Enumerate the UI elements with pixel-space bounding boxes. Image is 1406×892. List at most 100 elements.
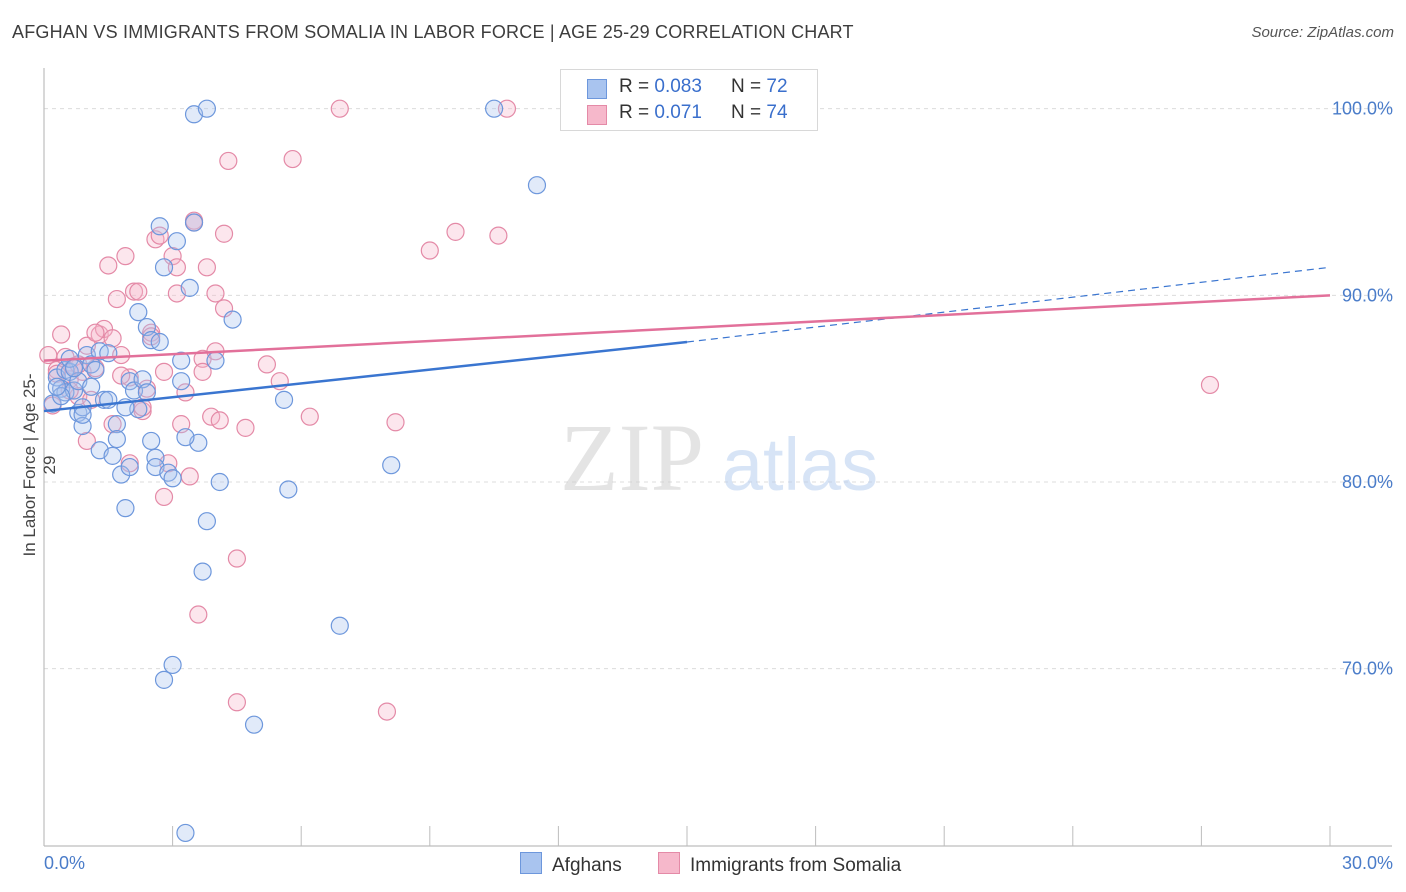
- somalia-point: [86, 323, 105, 342]
- afghans-point: [527, 176, 547, 195]
- afghans-point: [167, 232, 186, 251]
- watermark-zip: ZIP: [560, 404, 704, 511]
- trend-line-somalia: [43, 294, 1331, 362]
- somalia-point: [154, 487, 174, 507]
- afghans-point: [193, 562, 212, 581]
- somalia-point: [420, 241, 439, 260]
- legend-r-afghans: 0.083: [654, 76, 702, 97]
- afghans-point: [180, 278, 199, 297]
- somalia-point: [386, 413, 405, 432]
- x-tick-label: 30.0%: [1342, 853, 1393, 873]
- bottom-legend-label-somalia: Immigrants from Somalia: [690, 855, 902, 876]
- somalia-point: [300, 407, 319, 426]
- afghans-point: [99, 344, 118, 363]
- somalia-point: [116, 247, 135, 266]
- afghans-point: [150, 332, 169, 352]
- legend-n-label: N =: [731, 76, 762, 97]
- series-afghans: [43, 99, 547, 843]
- axes: [43, 68, 1392, 847]
- afghans-point: [244, 715, 264, 734]
- afghans-point: [184, 213, 204, 232]
- trend-line-afghans: [43, 340, 688, 413]
- legend-n-somalia: 74: [766, 102, 788, 123]
- y-tick-label: 90.0%: [1342, 285, 1393, 305]
- afghans-point: [73, 405, 92, 424]
- somalia-point: [197, 258, 216, 277]
- y-axis-label: In Labor Force | Age 25-29: [20, 373, 59, 557]
- somalia-point: [283, 149, 302, 169]
- afghans-point: [150, 217, 169, 236]
- source-label: Source: ZipAtlas.com: [1251, 24, 1394, 41]
- legend-swatch-afghans: [587, 79, 607, 99]
- afghans-point: [129, 303, 148, 322]
- afghans-point: [176, 428, 195, 447]
- somalia-point: [219, 151, 238, 171]
- somalia-point: [377, 702, 397, 721]
- afghans-point: [330, 616, 349, 635]
- somalia-point: [257, 355, 277, 374]
- afghans-point: [107, 429, 126, 449]
- somalia-point: [210, 411, 229, 430]
- somalia-point: [124, 282, 144, 301]
- afghans-point: [142, 431, 161, 451]
- bottom-legend-somalia: Immigrants from Somalia: [658, 852, 901, 877]
- bottom-legend-afghans: Afghans: [520, 852, 622, 877]
- somalia-point: [497, 99, 517, 118]
- somalia-point: [330, 99, 349, 118]
- somalia-point: [206, 284, 225, 303]
- somalia-point: [52, 325, 71, 344]
- watermark: ZIP atlas: [560, 404, 878, 511]
- afghans-point: [146, 448, 165, 467]
- afghans-point: [103, 446, 122, 465]
- somalia-point: [154, 362, 174, 381]
- somalia-point: [214, 224, 234, 243]
- y-tick-label: 70.0%: [1342, 659, 1393, 679]
- somalia-point: [103, 415, 122, 434]
- somalia-point: [1200, 375, 1220, 395]
- afghans-point: [120, 457, 139, 477]
- afghans-point: [47, 377, 66, 396]
- bottom-legend-label-afghans: Afghans: [552, 855, 622, 876]
- y-tick-labels: 70.0% 80.0% 90.0% 100.0%: [1332, 99, 1393, 679]
- afghans-point: [64, 359, 84, 378]
- legend: R = 0.083 N = 72 R = 0.071 N = 74: [560, 69, 818, 131]
- gridlines: [44, 108, 1392, 670]
- afghans-point: [154, 670, 174, 689]
- afghans-point: [197, 99, 216, 118]
- afghans-point: [163, 469, 182, 488]
- somalia-point: [189, 605, 208, 624]
- afghans-point: [82, 377, 101, 396]
- afghans-point: [279, 480, 298, 499]
- x-tick-label: 0.0%: [44, 853, 85, 873]
- afghans-point: [274, 390, 294, 409]
- somalia-point: [129, 282, 148, 301]
- bottom-legend-swatch-somalia: [658, 852, 680, 874]
- afghans-point: [52, 387, 71, 406]
- somalia-point: [77, 431, 96, 451]
- afghans-point: [210, 472, 229, 492]
- somalia-point: [99, 256, 118, 275]
- legend-n-afghans: 72: [766, 76, 788, 97]
- watermark-atlas: atlas: [722, 423, 878, 506]
- legend-r-label: R =: [619, 102, 650, 123]
- afghans-point: [154, 258, 174, 277]
- afghans-point: [163, 655, 182, 675]
- afghans-point: [382, 456, 401, 475]
- afghans-point: [116, 499, 135, 518]
- legend-swatch-somalia: [587, 105, 607, 125]
- afghans-point: [172, 351, 191, 370]
- somalia-point: [180, 467, 199, 486]
- afghans-point: [86, 360, 105, 380]
- x-tick-labels: 0.0% 30.0%: [44, 853, 1393, 873]
- somalia-point: [227, 693, 246, 712]
- somalia-point: [446, 222, 465, 241]
- legend-n-label: N =: [731, 102, 762, 123]
- afghans-point: [223, 310, 242, 329]
- bottom-legend-swatch-afghans: [520, 852, 542, 874]
- afghans-point: [206, 351, 225, 370]
- somalia-point: [227, 549, 246, 568]
- trend-lines: [43, 266, 1331, 413]
- somalia-point: [236, 418, 255, 437]
- afghans-point: [485, 99, 504, 118]
